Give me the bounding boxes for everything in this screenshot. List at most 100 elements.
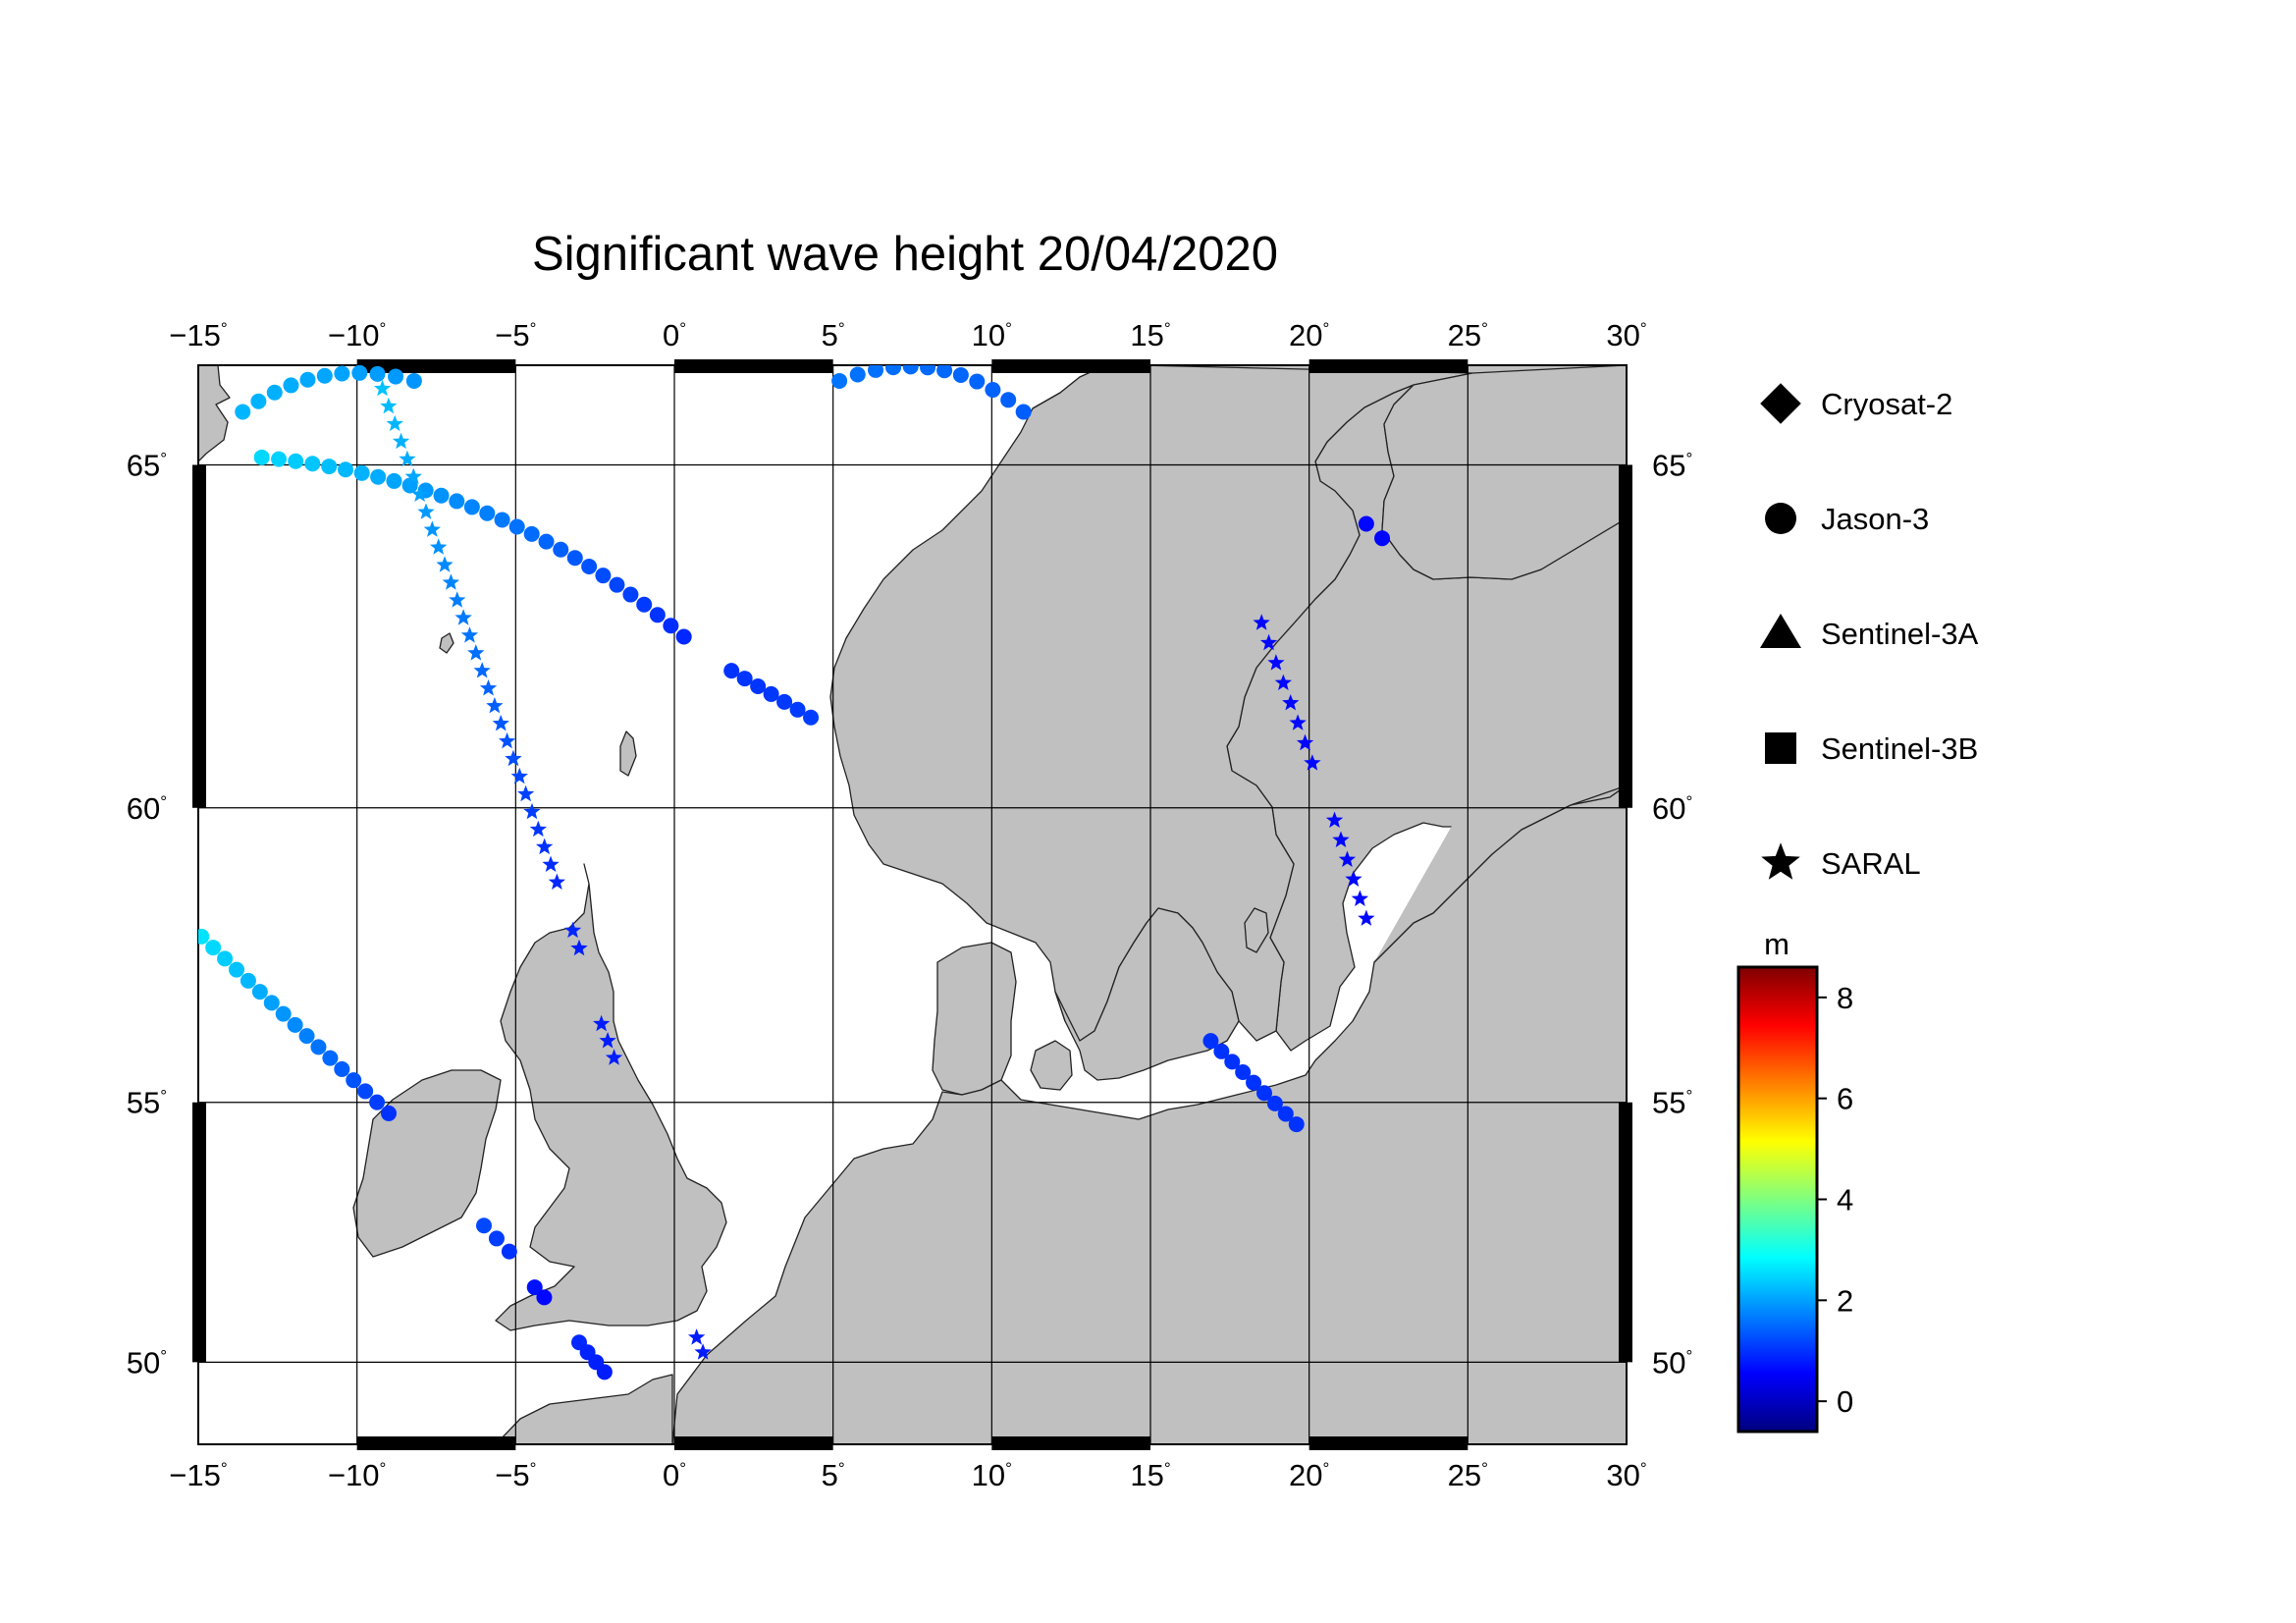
- jason3-point: [1288, 1116, 1305, 1133]
- saral-point: [399, 450, 416, 467]
- frame-bar-bottom: [674, 1436, 833, 1450]
- jason3-point: [1235, 1064, 1252, 1081]
- map-title: Significant wave height 20/04/2020: [532, 228, 1278, 281]
- jason3-point: [369, 1094, 386, 1110]
- jason3-point: [334, 365, 350, 382]
- jason3-point: [346, 1072, 362, 1089]
- saral-point: [1332, 831, 1350, 847]
- colorbar-tick-label: 4: [1837, 1183, 1853, 1217]
- jason3-point: [763, 685, 779, 702]
- degree-mark: °: [1640, 319, 1647, 338]
- jason3-point: [581, 559, 598, 575]
- jason3-point: [1000, 392, 1017, 408]
- jason3-point: [1015, 404, 1032, 420]
- lat-label-left: 55°: [127, 1086, 167, 1120]
- degree-mark: °: [1640, 1459, 1647, 1478]
- jason3-point: [1358, 515, 1374, 532]
- jason3-point: [750, 678, 767, 695]
- saral-point: [505, 749, 522, 767]
- degree-mark: °: [1481, 319, 1488, 338]
- jason3-point: [370, 468, 387, 485]
- jason3-point: [1246, 1074, 1262, 1091]
- colorbar-gradient: [1736, 965, 1819, 1434]
- jason3-point: [952, 366, 969, 383]
- jason3-point: [351, 365, 368, 381]
- saral-point: [510, 767, 528, 784]
- track-saral: [593, 1014, 623, 1065]
- jason3-point: [405, 372, 422, 389]
- saral-point: [1304, 754, 1321, 771]
- degree-mark: °: [1323, 319, 1330, 338]
- saral-point: [1274, 674, 1292, 690]
- satellite-legend: Cryosat-2 Jason-3 Sentinel-3A Sentinel-3B SA…: [1760, 383, 1979, 881]
- saral-point: [1338, 850, 1357, 867]
- degree-mark: °: [160, 449, 167, 467]
- colorbar-tick-label: 0: [1837, 1384, 1853, 1419]
- lon-label-bottom: −5°: [495, 1458, 536, 1492]
- jason3-point: [538, 533, 555, 550]
- saral-point: [417, 503, 435, 519]
- axis-labels: −15° −15° −10° −10° −5° −5° 0° 0° 5° 5° 10° 10° 15° 1…: [127, 318, 1693, 1492]
- jason3-point: [353, 464, 370, 481]
- saral-point: [1351, 890, 1369, 906]
- jason3-point: [449, 493, 465, 510]
- jason3-point: [275, 1005, 292, 1022]
- degree-mark: °: [1685, 1087, 1692, 1106]
- jason3-point: [803, 709, 820, 726]
- degree-mark: °: [160, 1346, 167, 1365]
- lon-label-bottom: −10°: [328, 1458, 386, 1492]
- track-jason-3: [253, 449, 692, 645]
- frame-bar-right: [1619, 464, 1632, 808]
- lon-label-top: −10°: [328, 318, 386, 352]
- jason3-point: [386, 472, 402, 489]
- jason3-point: [508, 518, 525, 535]
- jason3-point: [776, 693, 793, 710]
- degree-mark: °: [1005, 319, 1012, 338]
- jason3-point: [536, 1289, 553, 1306]
- jason3-point: [316, 367, 333, 384]
- legend-item-cryosat-2: Cryosat-2: [1760, 383, 1952, 424]
- jason3-point: [902, 365, 919, 375]
- great-britain-land: [495, 863, 727, 1331]
- satellite-tracks: [198, 365, 1391, 1380]
- map-frame-bars: [192, 359, 1632, 1450]
- saral-point: [404, 467, 422, 484]
- saral-point: [449, 591, 466, 608]
- jason3-point: [369, 365, 386, 382]
- jason3-point: [229, 961, 245, 978]
- saral-point: [467, 644, 485, 661]
- track-jason-3: [526, 1279, 553, 1306]
- colorbar-tick-label: 6: [1837, 1082, 1853, 1116]
- legend-item-sentinel-3b: Sentinel-3B: [1765, 731, 1978, 766]
- track-jason-3: [723, 663, 820, 726]
- jason3-point: [1255, 1085, 1272, 1102]
- frame-bar-bottom: [991, 1436, 1150, 1450]
- colorbar-unit: m: [1764, 927, 1789, 961]
- saral-point: [386, 414, 403, 432]
- lon-label-top: −5°: [495, 318, 536, 352]
- track-jason-3: [198, 928, 397, 1121]
- jason3-point: [463, 499, 480, 515]
- legend-item-sentinel-3a: Sentinel-3A: [1760, 614, 1979, 651]
- jason3-point: [969, 373, 986, 390]
- degree-mark: °: [1323, 1459, 1330, 1478]
- jason3-point: [523, 525, 540, 542]
- lon-label-bottom: 25°: [1448, 1458, 1488, 1492]
- zealand-land: [1030, 1040, 1073, 1091]
- degree-mark: °: [679, 1459, 686, 1478]
- jason3-point: [287, 1016, 303, 1033]
- saral-point: [593, 1014, 611, 1032]
- frame-bar-top: [674, 359, 833, 373]
- lon-label-top: 0°: [663, 318, 686, 352]
- land-masses: [198, 365, 1627, 1444]
- lon-label-top: 30°: [1606, 318, 1646, 352]
- legend-label: Cryosat-2: [1821, 387, 1952, 421]
- degree-mark: °: [221, 319, 228, 338]
- saral-point: [442, 573, 460, 590]
- track-saral: [1253, 614, 1321, 771]
- saral-point: [1296, 733, 1314, 751]
- degree-mark: °: [530, 319, 537, 338]
- degree-mark: °: [1481, 1459, 1488, 1478]
- jason3-point: [1224, 1054, 1241, 1070]
- jason3-point: [334, 1060, 350, 1077]
